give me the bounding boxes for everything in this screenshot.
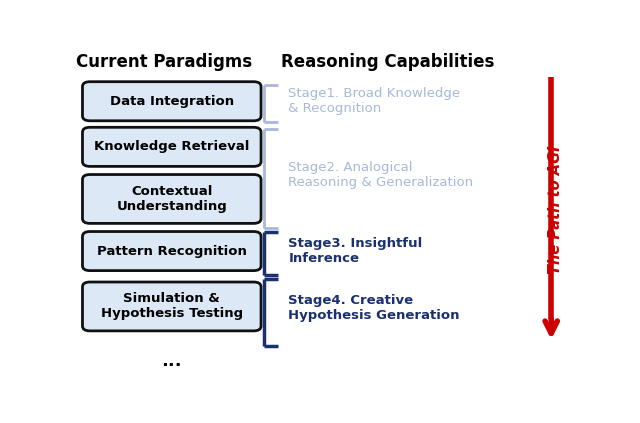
Text: Reasoning Capabilities: Reasoning Capabilities [281, 53, 494, 71]
Text: The Path to AGI: The Path to AGI [548, 145, 563, 274]
Text: Simulation &
Hypothesis Testing: Simulation & Hypothesis Testing [100, 292, 243, 321]
Text: Stage4. Creative
Hypothesis Generation: Stage4. Creative Hypothesis Generation [288, 294, 460, 322]
Text: Stage1. Broad Knowledge
& Recognition: Stage1. Broad Knowledge & Recognition [288, 87, 460, 115]
Text: Contextual
Understanding: Contextual Understanding [116, 185, 227, 213]
Text: Pattern Recognition: Pattern Recognition [97, 244, 246, 258]
Text: Stage2. Analogical
Reasoning & Generalization: Stage2. Analogical Reasoning & Generaliz… [288, 161, 474, 189]
FancyBboxPatch shape [83, 127, 261, 166]
Text: Stage3. Insightful
Inference: Stage3. Insightful Inference [288, 237, 422, 265]
Text: Data Integration: Data Integration [109, 95, 234, 108]
FancyBboxPatch shape [83, 175, 261, 223]
FancyBboxPatch shape [83, 82, 261, 121]
Text: Knowledge Retrieval: Knowledge Retrieval [94, 140, 250, 154]
Text: Current Paradigms: Current Paradigms [76, 53, 252, 71]
FancyBboxPatch shape [83, 231, 261, 271]
FancyBboxPatch shape [83, 282, 261, 331]
Text: ...: ... [161, 352, 182, 370]
